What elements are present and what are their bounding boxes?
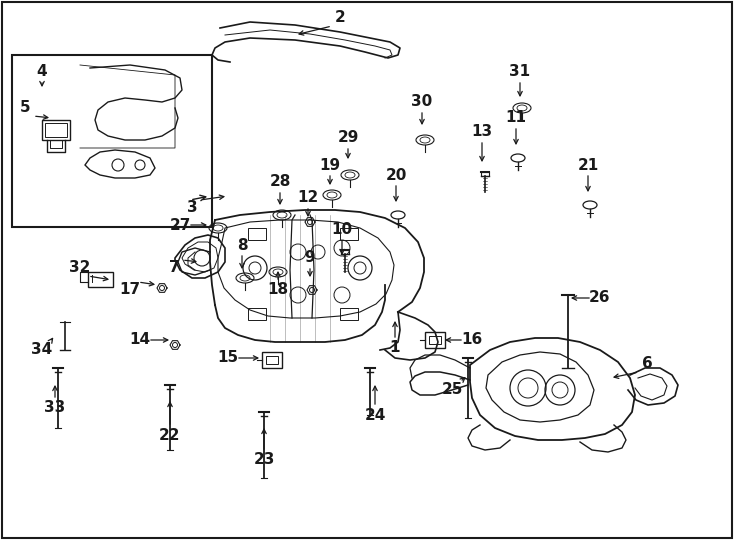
Text: 19: 19 <box>319 158 341 172</box>
Text: 9: 9 <box>305 251 316 266</box>
Text: 15: 15 <box>217 350 239 366</box>
Bar <box>42 120 70 140</box>
Text: 20: 20 <box>385 167 407 183</box>
Text: 23: 23 <box>253 453 275 468</box>
Bar <box>425 332 445 348</box>
Text: 24: 24 <box>364 408 385 422</box>
Text: 32: 32 <box>69 260 91 275</box>
Text: 2: 2 <box>335 10 346 25</box>
Text: 6: 6 <box>642 356 653 372</box>
Text: 1: 1 <box>390 341 400 355</box>
Text: 8: 8 <box>236 238 247 253</box>
Text: 16: 16 <box>462 333 483 348</box>
Text: 21: 21 <box>578 158 599 172</box>
Text: 34: 34 <box>32 342 53 357</box>
Text: 10: 10 <box>332 222 352 238</box>
Text: 3: 3 <box>186 200 197 215</box>
Text: 12: 12 <box>297 191 319 206</box>
Bar <box>266 356 278 364</box>
Text: 29: 29 <box>338 131 359 145</box>
Text: 13: 13 <box>471 125 493 139</box>
Text: 28: 28 <box>269 174 291 190</box>
Text: 14: 14 <box>129 333 150 348</box>
Bar <box>248 308 266 320</box>
Bar <box>248 228 266 240</box>
Text: 18: 18 <box>267 282 288 298</box>
Bar <box>12 55 212 227</box>
Text: 11: 11 <box>506 111 526 125</box>
Text: 31: 31 <box>509 64 531 79</box>
Text: 27: 27 <box>170 218 191 233</box>
Text: 30: 30 <box>411 94 432 110</box>
Bar <box>340 228 358 240</box>
Bar <box>262 352 282 368</box>
Text: 7: 7 <box>169 260 179 275</box>
Bar <box>45 123 67 137</box>
Text: 5: 5 <box>20 100 30 116</box>
Text: 33: 33 <box>44 401 65 415</box>
Bar <box>88 272 113 287</box>
Text: 25: 25 <box>441 382 462 397</box>
Text: 26: 26 <box>589 291 611 306</box>
Text: 4: 4 <box>37 64 47 79</box>
Text: 17: 17 <box>120 282 141 298</box>
Bar <box>340 308 358 320</box>
Bar <box>429 336 441 344</box>
Text: 22: 22 <box>159 428 181 442</box>
